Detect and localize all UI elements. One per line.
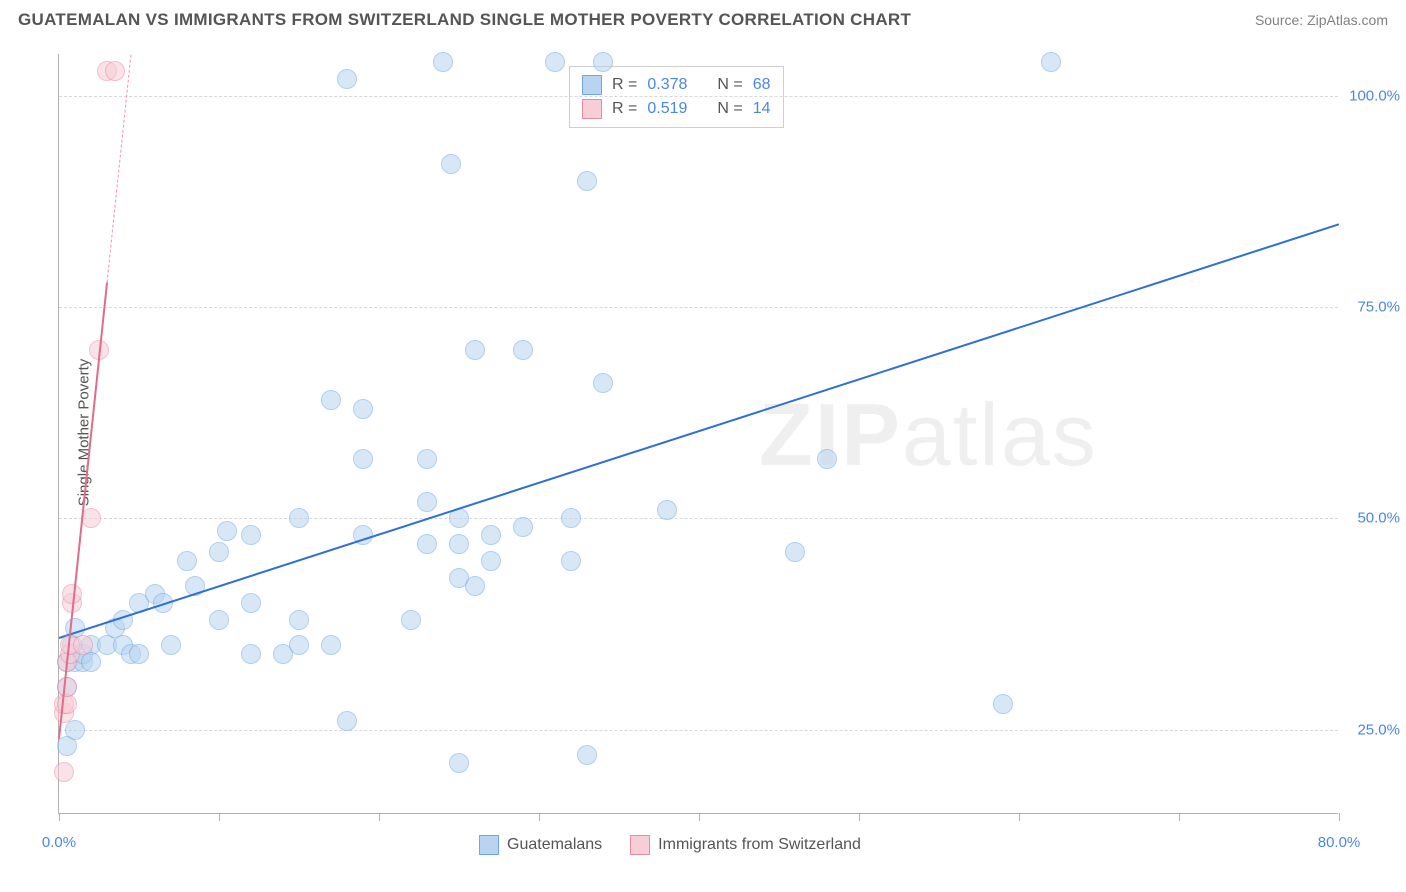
data-point [993, 694, 1013, 714]
data-point [241, 593, 261, 613]
data-point [593, 52, 613, 72]
data-point [657, 500, 677, 520]
data-point [417, 492, 437, 512]
data-point [449, 534, 469, 554]
data-point [561, 551, 581, 571]
chart-container: Single Mother Poverty ZIPatlas R =0.378N… [18, 44, 1388, 864]
data-point [433, 52, 453, 72]
data-point [289, 508, 309, 528]
gridline [59, 518, 1338, 519]
legend-swatch [582, 99, 602, 119]
stats-r-value: 0.519 [647, 100, 687, 118]
data-point [129, 644, 149, 664]
data-point [441, 154, 461, 174]
trend-line [107, 54, 132, 282]
data-point [481, 551, 501, 571]
data-point [353, 449, 373, 469]
x-tick [539, 813, 540, 821]
data-point [57, 677, 77, 697]
gridline [59, 730, 1338, 731]
stats-n-value: 14 [753, 100, 771, 118]
legend-swatch [479, 835, 499, 855]
data-point [337, 69, 357, 89]
data-point [593, 373, 613, 393]
data-point [353, 399, 373, 419]
data-point [449, 753, 469, 773]
stats-r-label: R = [612, 76, 637, 94]
legend-item: Immigrants from Switzerland [630, 835, 861, 855]
legend-label: Guatemalans [507, 836, 602, 854]
gridline [59, 307, 1338, 308]
data-point [209, 610, 229, 630]
stats-r-value: 0.378 [647, 76, 687, 94]
data-point [481, 525, 501, 545]
data-point [54, 762, 74, 782]
chart-title: GUATEMALAN VS IMMIGRANTS FROM SWITZERLAN… [18, 10, 911, 30]
stats-row: R = 0.519 N = 14 [582, 97, 771, 121]
x-tick [859, 813, 860, 821]
data-point [513, 517, 533, 537]
data-point [417, 449, 437, 469]
legend-swatch [582, 75, 602, 95]
data-point [73, 635, 93, 655]
y-tick-label: 100.0% [1349, 88, 1400, 105]
data-point [417, 534, 437, 554]
x-tick-label: 0.0% [42, 834, 76, 851]
legend-swatch [630, 835, 650, 855]
data-point [545, 52, 565, 72]
data-point [161, 635, 181, 655]
x-tick [1019, 813, 1020, 821]
data-point [321, 390, 341, 410]
data-point [81, 508, 101, 528]
data-point [289, 635, 309, 655]
data-point [401, 610, 421, 630]
x-tick [59, 813, 60, 821]
data-point [513, 340, 533, 360]
x-tick [1179, 813, 1180, 821]
legend-item: Guatemalans [479, 835, 602, 855]
series-legend: Guatemalans Immigrants from Switzerland [479, 835, 861, 855]
data-point [465, 576, 485, 596]
data-point [337, 711, 357, 731]
stats-n-value: 68 [753, 76, 771, 94]
data-point [209, 542, 229, 562]
data-point [177, 551, 197, 571]
plot-area: ZIPatlas R =0.378N =68R =0.519N =14 Guat… [58, 54, 1338, 814]
y-tick-label: 50.0% [1357, 510, 1400, 527]
trend-line [59, 223, 1340, 639]
data-point [1041, 52, 1061, 72]
x-tick-label: 80.0% [1318, 834, 1361, 851]
data-point [65, 720, 85, 740]
data-point [321, 635, 341, 655]
stats-r-label: R = [612, 100, 637, 118]
data-point [577, 171, 597, 191]
x-tick [379, 813, 380, 821]
data-point [217, 521, 237, 541]
data-point [577, 745, 597, 765]
data-point [465, 340, 485, 360]
data-point [289, 610, 309, 630]
data-point [241, 644, 261, 664]
data-point [241, 525, 261, 545]
y-tick-label: 25.0% [1357, 721, 1400, 738]
source-attribution: Source: ZipAtlas.com [1255, 12, 1388, 28]
x-tick [699, 813, 700, 821]
legend-label: Immigrants from Switzerland [658, 836, 861, 854]
y-tick-label: 75.0% [1357, 299, 1400, 316]
x-tick [219, 813, 220, 821]
data-point [105, 61, 125, 81]
watermark: ZIPatlas [759, 384, 1098, 486]
stats-n-label: N = [717, 76, 742, 94]
data-point [561, 508, 581, 528]
stats-row: R = 0.378 N = 68 [582, 73, 771, 97]
data-point [817, 449, 837, 469]
x-tick [1339, 813, 1340, 821]
gridline [59, 96, 1338, 97]
stats-n-label: N = [717, 100, 742, 118]
data-point [785, 542, 805, 562]
